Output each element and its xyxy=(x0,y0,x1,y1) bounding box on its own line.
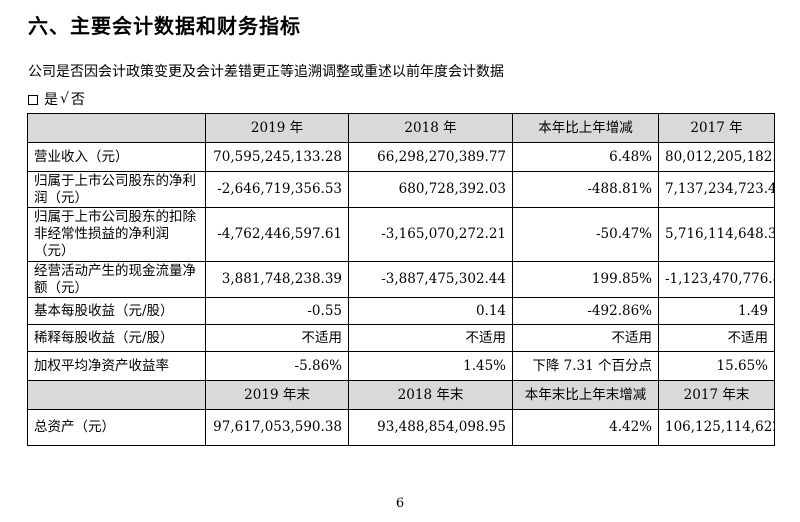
table-cell: -488.81% xyxy=(512,171,659,208)
table-cell: 80,012,205,182.37 xyxy=(658,142,775,172)
table-cell: 106,125,114,622.69 xyxy=(658,409,775,446)
checkbox-icon[interactable] xyxy=(28,95,38,105)
row-label: 营业收入（元） xyxy=(27,142,206,172)
column-header: 2017 年末 xyxy=(658,380,775,410)
table-cell: 1.45% xyxy=(348,351,513,381)
table-cell: 199.85% xyxy=(512,261,659,298)
table-cell: 66,298,270,389.77 xyxy=(348,142,513,172)
column-header: 本年比上年增减 xyxy=(512,113,659,143)
table-header-row: 2019 年末 2018 年末 本年末比上年末增减 2017 年末 xyxy=(27,380,775,410)
choice-yes: 是 xyxy=(44,92,58,108)
table-cell: -50.47% xyxy=(512,207,659,262)
table-cell: -3,887,475,302.44 xyxy=(348,261,513,298)
row-label: 归属于上市公司股东的扣除非经常性损益的净利润（元） xyxy=(27,207,206,262)
page-number: 6 xyxy=(395,496,405,511)
table-row: 总资产（元） 97,617,053,590.38 93,488,854,098.95… xyxy=(27,409,775,446)
column-header: 2017 年 xyxy=(658,113,775,143)
table-cell: 1.49 xyxy=(658,297,775,325)
table-cell: 3,881,748,238.39 xyxy=(205,261,349,298)
table-cell: 680,728,392.03 xyxy=(348,171,513,208)
table-row: 稀释每股收益（元/股） 不适用 不适用 不适用 不适用 xyxy=(27,324,775,352)
table-row: 归属于上市公司股东的净利润（元） -2,646,719,356.53 680,728… xyxy=(27,171,775,208)
row-label: 总资产（元） xyxy=(27,409,206,446)
table-cell: 5,716,114,648.34 xyxy=(658,207,775,262)
row-label: 稀释每股收益（元/股） xyxy=(27,324,206,352)
column-header: 2018 年末 xyxy=(348,380,513,410)
table-cell: 7,137,234,723.47 xyxy=(658,171,775,208)
section-heading: 六、主要会计数据和财务指标 xyxy=(28,14,301,38)
restatement-choice: 是 √ 否 xyxy=(28,89,85,109)
table-row: 加权平均净资产收益率 -5.86% 1.45% 下降 7.31 个百分点 15.65% xyxy=(27,351,775,381)
column-header: 2019 年 xyxy=(205,113,349,143)
column-header: 2019 年末 xyxy=(205,380,349,410)
table-cell: -2,646,719,356.53 xyxy=(205,171,349,208)
row-label: 归属于上市公司股东的净利润（元） xyxy=(27,171,206,208)
column-header xyxy=(27,113,206,143)
row-label: 经营活动产生的现金流量净额（元） xyxy=(27,261,206,298)
table-cell: -5.86% xyxy=(205,351,349,381)
choice-no: 否 xyxy=(70,92,85,108)
table-cell: 下降 7.31 个百分点 xyxy=(512,351,659,381)
table-cell: 不适用 xyxy=(658,324,775,352)
financial-data-table: 2019 年 2018 年本年比上年增减 2017 年营业收入（元） 70,595,2… xyxy=(27,113,775,446)
column-header: 本年末比上年末增减 xyxy=(512,380,659,410)
table-cell: 97,617,053,590.38 xyxy=(205,409,349,446)
column-header: 2018 年 xyxy=(348,113,513,143)
row-label: 基本每股收益（元/股） xyxy=(27,297,206,325)
table-cell: 4.42% xyxy=(512,409,659,446)
column-header xyxy=(27,380,206,410)
table-row: 营业收入（元） 70,595,245,133.28 66,298,270,389.7… xyxy=(27,142,775,172)
table-cell: 不适用 xyxy=(205,324,349,352)
table-row: 基本每股收益（元/股） -0.55 0.14 -492.86% 1.49 xyxy=(27,297,775,325)
row-label: 加权平均净资产收益率 xyxy=(27,351,206,381)
restatement-question: 公司是否因会计政策变更及会计差错更正等追溯调整或重述以前年度会计数据 xyxy=(28,64,504,80)
table-header-row: 2019 年 2018 年本年比上年增减 2017 年 xyxy=(27,113,775,143)
table-cell: -4,762,446,597.61 xyxy=(205,207,349,262)
table-row: 归属于上市公司股东的扣除非经常性损益的净利润（元） -4,762,446,597.… xyxy=(27,207,775,262)
check-mark-icon: √ xyxy=(60,91,69,107)
table-cell: -492.86% xyxy=(512,297,659,325)
table-cell: -3,165,070,272.21 xyxy=(348,207,513,262)
table-cell: -1,123,470,776.83 xyxy=(658,261,775,298)
table-cell: 不适用 xyxy=(512,324,659,352)
table-cell: 93,488,854,098.95 xyxy=(348,409,513,446)
table-cell: -0.55 xyxy=(205,297,349,325)
table-cell: 6.48% xyxy=(512,142,659,172)
table-cell: 不适用 xyxy=(348,324,513,352)
table-cell: 70,595,245,133.28 xyxy=(205,142,349,172)
table-cell: 0.14 xyxy=(348,297,513,325)
table-cell: 15.65% xyxy=(658,351,775,381)
table-row: 经营活动产生的现金流量净额（元） 3,881,748,238.39 -3,887,4… xyxy=(27,261,775,298)
